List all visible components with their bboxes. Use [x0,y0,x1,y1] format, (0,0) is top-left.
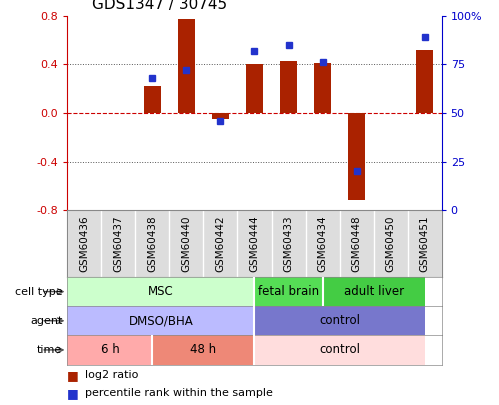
Text: GSM60444: GSM60444 [250,215,259,272]
Bar [246,64,263,113]
Text: 6 h: 6 h [100,343,119,356]
Bar [212,113,229,119]
Text: GDS1347 / 30745: GDS1347 / 30745 [92,0,228,12]
Text: GSM60451: GSM60451 [420,215,430,272]
Text: MSC: MSC [148,285,174,298]
Bar [322,277,425,306]
Text: DMSO/BHA: DMSO/BHA [129,314,193,327]
Text: GSM60448: GSM60448 [352,215,362,272]
Bar [348,113,365,200]
Text: GSM60434: GSM60434 [317,215,327,272]
Text: ■: ■ [67,387,79,400]
Text: percentile rank within the sample: percentile rank within the sample [85,388,273,398]
Text: log2 ratio: log2 ratio [85,370,138,380]
Text: GSM60437: GSM60437 [113,215,123,272]
Bar [67,306,254,335]
Text: GSM60440: GSM60440 [182,215,192,272]
Bar [67,277,254,306]
Bar [152,335,254,364]
Text: GSM60438: GSM60438 [147,215,157,272]
Text: time: time [37,345,62,355]
Text: 48 h: 48 h [191,343,217,356]
Text: GSM60436: GSM60436 [79,215,89,272]
Bar [254,306,425,335]
Bar [67,335,152,364]
Bar [254,335,425,364]
Bar [314,63,331,113]
Bar [254,277,322,306]
Text: ■: ■ [67,369,79,382]
Text: GSM60442: GSM60442 [216,215,226,272]
Text: adult liver: adult liver [343,285,404,298]
Text: GSM60450: GSM60450 [386,215,396,272]
Text: fetal brain: fetal brain [258,285,319,298]
Text: GSM60433: GSM60433 [283,215,293,272]
Text: agent: agent [30,316,62,326]
Text: control: control [319,314,360,327]
Text: cell type: cell type [15,287,62,296]
Bar [280,61,297,113]
Text: control: control [319,343,360,356]
Bar [416,50,433,113]
Bar [178,19,195,113]
Bar [144,86,161,113]
